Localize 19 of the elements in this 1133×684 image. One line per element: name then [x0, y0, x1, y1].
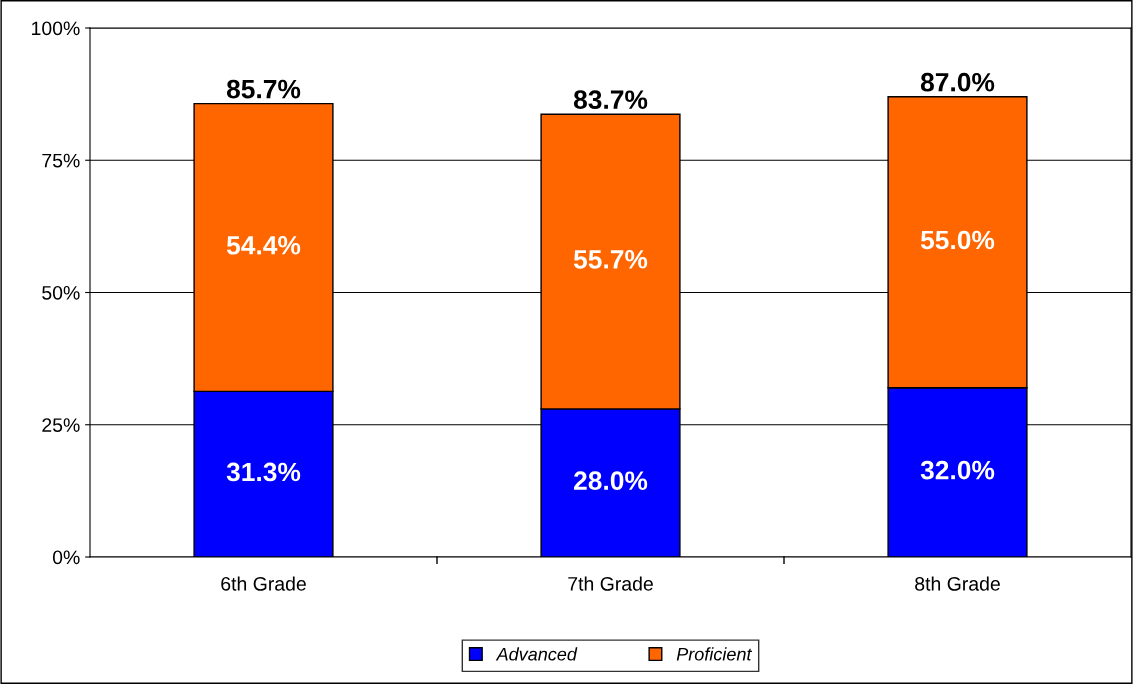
data-label: 32.0% [920, 460, 995, 480]
data-label: 55.7% [573, 250, 648, 269]
x-tick-label: 6th Grade [221, 576, 306, 591]
x-tick-label: 7th Grade [568, 576, 653, 591]
data-label: 31.3% [226, 462, 301, 482]
total-label: 85.7% [226, 79, 301, 99]
y-tick-label: 25% [42, 418, 80, 432]
y-tick-label: 50% [42, 285, 80, 300]
y-tick-label: 100% [32, 21, 80, 36]
total-label: 83.7% [573, 90, 648, 110]
legend-label: Advanced [495, 647, 578, 661]
y-tick-label: 75% [42, 153, 80, 168]
total-label: 87.0% [920, 72, 995, 92]
data-label: 28.0% [574, 471, 648, 491]
y-tick-label: 0% [52, 550, 80, 565]
data-label: 54.4% [226, 236, 301, 255]
data-label: 55.0% [920, 230, 995, 250]
legend-label: Proficient [676, 647, 753, 661]
x-tick-label: 8th Grade [915, 576, 1000, 591]
